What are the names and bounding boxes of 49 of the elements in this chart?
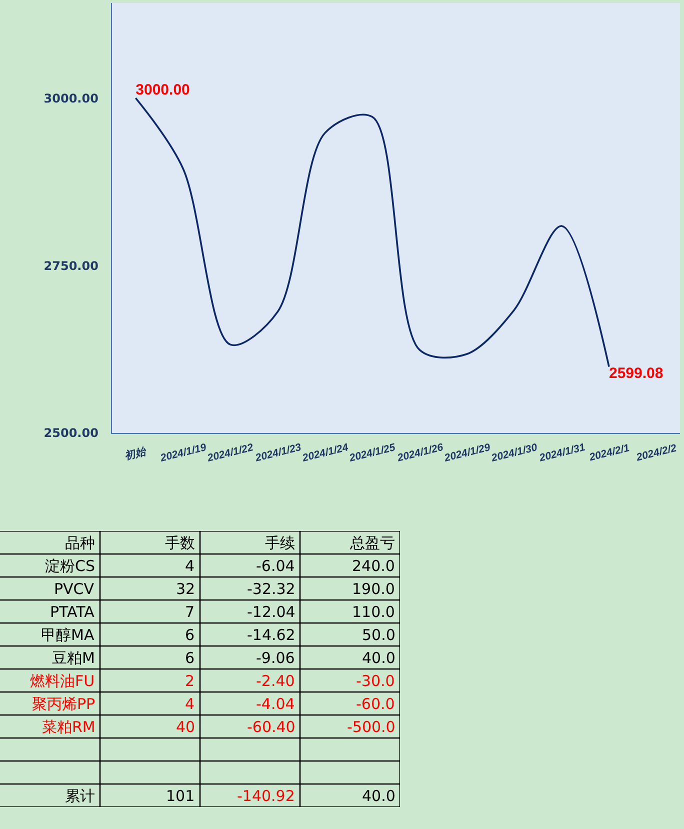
text: 手数	[165, 534, 195, 552]
x-tick-label: 初始	[122, 444, 148, 463]
data-label: -60.40	[247, 718, 296, 736]
category-label: 甲醇MA	[41, 626, 95, 644]
text: 手续	[265, 534, 295, 552]
category-label: 淀粉CS	[45, 557, 95, 575]
data-label: -9.06	[256, 649, 295, 667]
y-tick-label: 2500.00	[44, 426, 98, 440]
data-label: 101	[166, 787, 195, 805]
category-label: 豆粕M	[52, 649, 95, 667]
category-label: 累计	[65, 787, 95, 805]
data-label: 40	[176, 718, 196, 736]
data-label: 6	[185, 649, 195, 667]
data-label: 190.0	[352, 580, 395, 598]
y-tick-label: 3000.00	[44, 91, 98, 106]
category-label: 菜粕RM	[42, 718, 96, 736]
data-label: -500.0	[347, 718, 396, 736]
data-label: 7	[185, 603, 195, 621]
category-label: 燃料油FU	[30, 672, 95, 690]
data-label: 4	[185, 557, 195, 575]
data-label: -30.0	[356, 672, 395, 690]
data-label: -6.04	[256, 557, 295, 575]
data-label: -12.04	[247, 603, 296, 621]
data-label: 3000.00	[136, 81, 190, 98]
data-label: 6	[185, 626, 195, 644]
data-label: 32	[176, 580, 196, 598]
data-label: -140.92	[237, 787, 295, 805]
x-tick-label: 2024/2/1	[587, 442, 631, 464]
category-label: 聚丙烯PP	[32, 695, 96, 713]
data-label: 2599.08	[609, 364, 664, 382]
data-label: 50.0	[362, 626, 396, 644]
data-label: 240.0	[352, 557, 395, 575]
data-label: -2.40	[256, 672, 295, 690]
text: 品种	[65, 534, 95, 552]
data-label: -60.0	[356, 695, 395, 713]
data-label: 40.0	[362, 649, 396, 667]
line-series	[134, 97, 610, 368]
category-label: PTATA	[50, 603, 96, 621]
text: 总盈亏	[349, 534, 395, 552]
data-label: -14.62	[247, 626, 296, 644]
category-label: PVCV	[54, 580, 95, 598]
data-label: 110.0	[352, 603, 395, 621]
data-label: 40.0	[362, 787, 396, 805]
data-label: -32.32	[247, 580, 296, 598]
data-label: -4.04	[256, 695, 295, 713]
data-label: 4	[185, 695, 195, 713]
y-tick-label: 2750.00	[44, 258, 98, 273]
x-tick-label: 2024/2/2	[634, 442, 678, 464]
data-label: 2	[185, 672, 195, 690]
